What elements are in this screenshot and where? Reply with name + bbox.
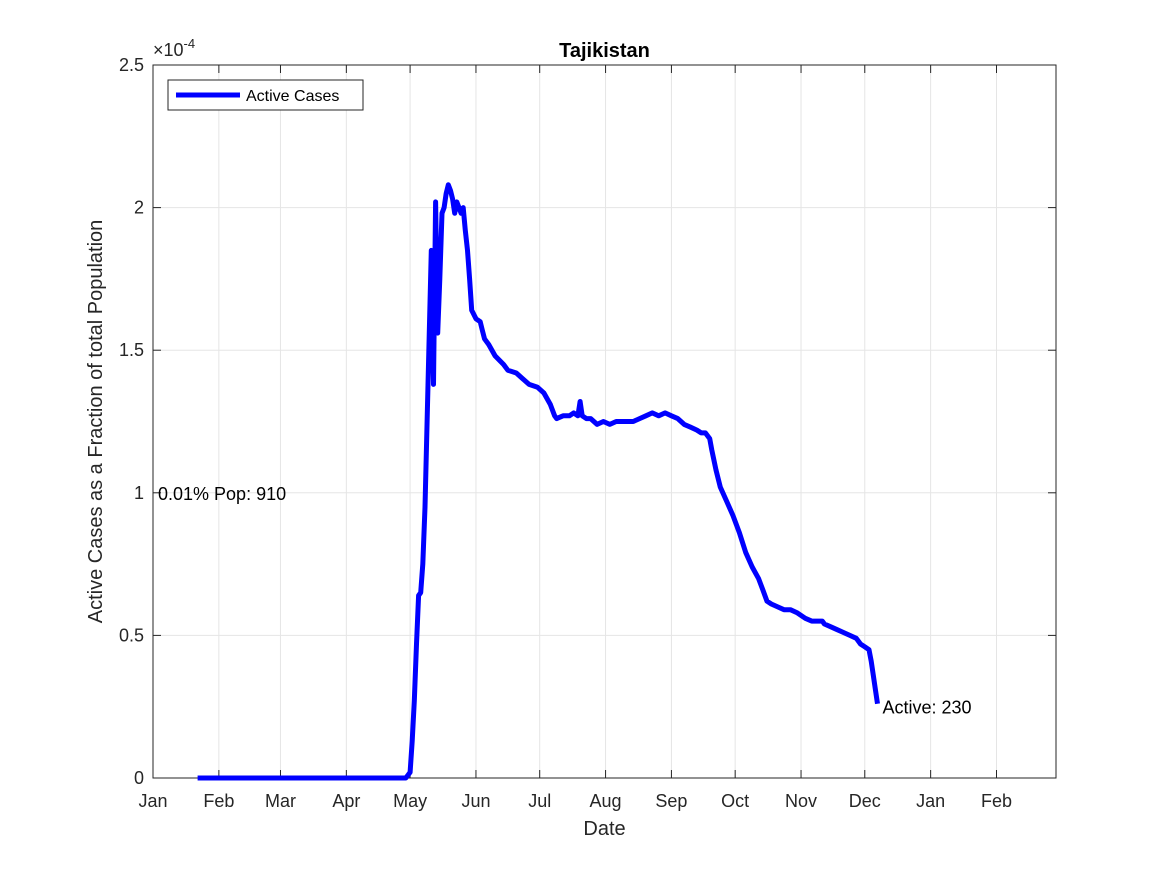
y-tick-label: 1 — [134, 483, 144, 503]
x-tick-label: Oct — [721, 791, 749, 811]
x-axis-label: Date — [583, 818, 625, 840]
x-tick-label: May — [393, 791, 427, 811]
series-line-active-cases — [197, 182, 880, 781]
y-multiplier-exponent: -4 — [184, 36, 196, 51]
annotations: 0.01% Pop: 910 Active: 230 — [158, 484, 972, 718]
x-tick-label: Mar — [265, 791, 296, 811]
axes-box — [152, 64, 1057, 779]
y-tick-label: 2 — [134, 198, 144, 218]
x-tick-label: Apr — [332, 791, 360, 811]
y-tick-label: 2.5 — [119, 55, 144, 75]
x-tick-label: Jan — [916, 791, 945, 811]
y-tick-label: 0.5 — [119, 625, 144, 645]
y-axis-multiplier: ×10-4 — [153, 36, 195, 60]
x-tick-label: Jun — [461, 791, 490, 811]
y-tick-label: 1.5 — [119, 340, 144, 360]
x-tick-label: Jul — [528, 791, 551, 811]
x-tick-label: Feb — [981, 791, 1012, 811]
y-tick-label: 0 — [134, 768, 144, 788]
y-axis-label: Active Cases as a Fraction of total Popu… — [85, 220, 107, 624]
ticks: Jan Feb Mar Apr May Jun Jul Aug Sep Oct Nov Dec Jan F… — [119, 55, 1056, 811]
y-multiplier-base: ×10 — [153, 40, 184, 60]
chart-title: Tajikistan — [559, 40, 650, 62]
x-tick-label: Feb — [203, 791, 234, 811]
x-tick-label: Aug — [590, 791, 622, 811]
legend-label: Active Cases — [246, 88, 339, 105]
x-tick-label: Nov — [785, 791, 817, 811]
annotation-label: 0.01% Pop: 910 — [158, 484, 286, 504]
x-tick-label: Dec — [849, 791, 881, 811]
series-layer — [197, 182, 880, 781]
x-tick-label: Jan — [138, 791, 167, 811]
annotation-label: Active: 230 — [883, 698, 972, 718]
legend: Active Cases — [167, 79, 364, 111]
x-tick-label: Sep — [655, 791, 687, 811]
